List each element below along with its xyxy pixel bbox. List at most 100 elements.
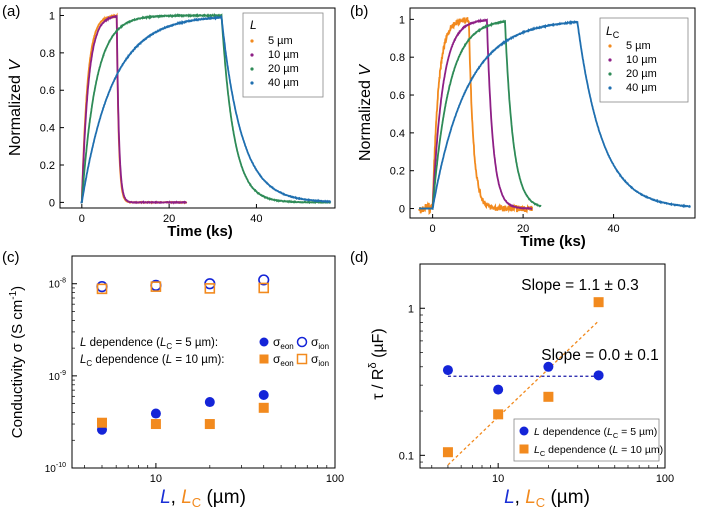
y-ticks-d: 0.11 xyxy=(399,303,425,463)
x-label-d-unit: (µm) xyxy=(545,487,590,508)
y-axis-label-d: τ / Rδ (µF) xyxy=(367,328,387,399)
y-tick-label: 0.6 xyxy=(390,90,405,102)
x-label-c-unit: (µm) xyxy=(201,487,246,508)
y-axis-label-b: Normalized V xyxy=(357,64,374,161)
legend-c-r2-ion: σion xyxy=(311,352,329,368)
lc-r1-eon: σ xyxy=(273,335,281,349)
legend-c-r2-eon: σeon xyxy=(273,352,294,368)
x-tick-label: 0 xyxy=(79,213,85,225)
x-ticks-d: 10 100 xyxy=(431,463,674,485)
y-tick-label: 10-8 xyxy=(49,278,66,291)
legend-entry-label: 20 µm xyxy=(626,68,657,80)
data-point xyxy=(204,419,215,430)
y-axis-label-a: Normalized V xyxy=(7,59,24,156)
y-axis-label-b-var: V xyxy=(357,64,374,76)
legend-entry-label: 10 µm xyxy=(626,54,657,66)
legend-box-a xyxy=(242,12,324,98)
ld-r2-subvar: L xyxy=(612,444,618,456)
legend-c-eon-circle xyxy=(259,337,269,347)
x-ticks-a: 0 20 40 xyxy=(79,204,263,225)
x-label-d-L: L xyxy=(504,487,515,508)
x-tick-label: 10 xyxy=(150,473,162,485)
data-point xyxy=(258,389,269,400)
y-tick-base: 10 xyxy=(49,372,61,383)
lc-r1-var: L xyxy=(80,337,86,349)
ld-r2-var: L xyxy=(534,444,540,456)
y-ticks-b: 0 0.2 0.4 0.6 0.8 1 xyxy=(390,14,414,216)
legend-box-d xyxy=(513,418,660,462)
y-tick-label: 0 xyxy=(399,204,405,216)
data-point xyxy=(593,370,604,381)
y-tick-label: 0.6 xyxy=(40,85,55,97)
y-label-d-sup: δ xyxy=(367,362,379,368)
y-tick-label: 0.2 xyxy=(390,166,405,178)
data-point xyxy=(150,419,161,430)
x-ticks-b: 0 20 40 xyxy=(430,214,620,235)
ld-r2-rest: dependence ( xyxy=(545,444,613,456)
legend-title-b-sub: C xyxy=(613,30,620,40)
legend-d-row1: L dependence (LC = 5 µm) xyxy=(534,426,657,440)
legend-entry-label: 10 µm xyxy=(268,49,299,61)
curve-40-µm xyxy=(80,14,332,204)
legend-marker xyxy=(608,58,612,62)
lc-r2-rest: dependence ( xyxy=(92,354,166,366)
legend-d-row2: LC dependence (L = 10 µm) xyxy=(534,444,663,458)
legend-c: L dependence (LC = 5 µm): σeon σion LC d… xyxy=(80,335,329,368)
fit-line xyxy=(447,320,600,466)
data-point xyxy=(96,283,108,295)
data-point xyxy=(258,274,270,286)
lc-r1-subrest: = 5 µm): xyxy=(172,337,218,349)
lc-r1-subvar: L xyxy=(160,337,166,349)
x-tick-label: 100 xyxy=(656,473,674,485)
legend-entry-label: 5 µm xyxy=(268,35,293,47)
ld-r1-subvar: L xyxy=(607,426,613,438)
x-tick-label: 20 xyxy=(517,223,529,235)
legend-entry-label: 40 µm xyxy=(626,82,657,94)
plot-frame-b xyxy=(409,7,696,219)
data-point xyxy=(204,283,216,294)
data-point xyxy=(258,282,270,294)
panel-label-d: (d) xyxy=(350,249,368,266)
legend-c-r1-eon: σeon xyxy=(273,335,294,351)
y-label-c-sup: -1 xyxy=(8,290,19,299)
x-label-c-sub: C xyxy=(192,495,201,510)
y-axis-label-b-main: Normalized xyxy=(357,76,374,161)
legend-a: L 5 µm 10 µm 20 µm 40 µm xyxy=(242,12,324,98)
y-ticks-a: 0 0.2 0.4 0.6 0.8 1 xyxy=(40,10,64,209)
data-point xyxy=(493,409,504,420)
y-axis-label-a-var: V xyxy=(7,59,24,71)
ld-r1-rest: dependence ( xyxy=(540,426,608,438)
y-tick-label: 0.1 xyxy=(399,450,414,462)
lc-r2-ion: σ xyxy=(311,352,319,366)
x-tick-label: 20 xyxy=(163,213,175,225)
ld-r1-subsub: C xyxy=(613,431,619,440)
y-tick-label: 10-9 xyxy=(49,370,66,383)
curve-10-µm xyxy=(80,14,188,205)
legend-d: L dependence (LC = 5 µm) LC dependence (… xyxy=(513,418,663,462)
plot-frame-a xyxy=(59,7,336,209)
panel-d: (d) 0.11 10 100 L, LC (µm) τ / Rδ (µF) Sl… xyxy=(350,249,674,510)
legend-b: LC 5 µm 10 µm 20 µm 40 µm xyxy=(599,17,689,103)
legend-c-eon-square xyxy=(259,354,269,364)
y-tick-base: 10 xyxy=(45,464,57,475)
legend-marker xyxy=(250,53,254,57)
y-label-c-main: Conductivity σ (S cm xyxy=(9,300,26,438)
panel-b: (b) 0 0.2 0.4 0.6 0.8 1 0 20 40 Time (ks) Norma… xyxy=(350,3,696,250)
legend-title-a: L xyxy=(250,18,257,32)
curve-5-µm xyxy=(80,12,188,205)
legend-entries-a: 5 µm 10 µm 20 µm 40 µm xyxy=(250,35,299,89)
legend-marker xyxy=(608,86,612,90)
x-label-c-comma: , xyxy=(171,487,182,508)
y-tick-exp: -10 xyxy=(56,462,66,469)
panel-a: (a) 0 0.2 0.4 0.6 0.8 1 0 20 40 Time (ks) Norma… xyxy=(2,3,336,240)
curves-a xyxy=(80,12,332,205)
fit-lines-d xyxy=(447,320,600,466)
x-label-d-sub: C xyxy=(536,495,545,510)
x-label-c-L: L xyxy=(160,487,171,508)
plot-frame-d xyxy=(419,263,666,469)
x-ticks-c: 10 100 xyxy=(84,463,344,485)
y-tick-label: 0.8 xyxy=(40,48,55,60)
legend-title-b: LC xyxy=(606,24,620,40)
y-axis-label-a-main: Normalized xyxy=(7,71,24,156)
